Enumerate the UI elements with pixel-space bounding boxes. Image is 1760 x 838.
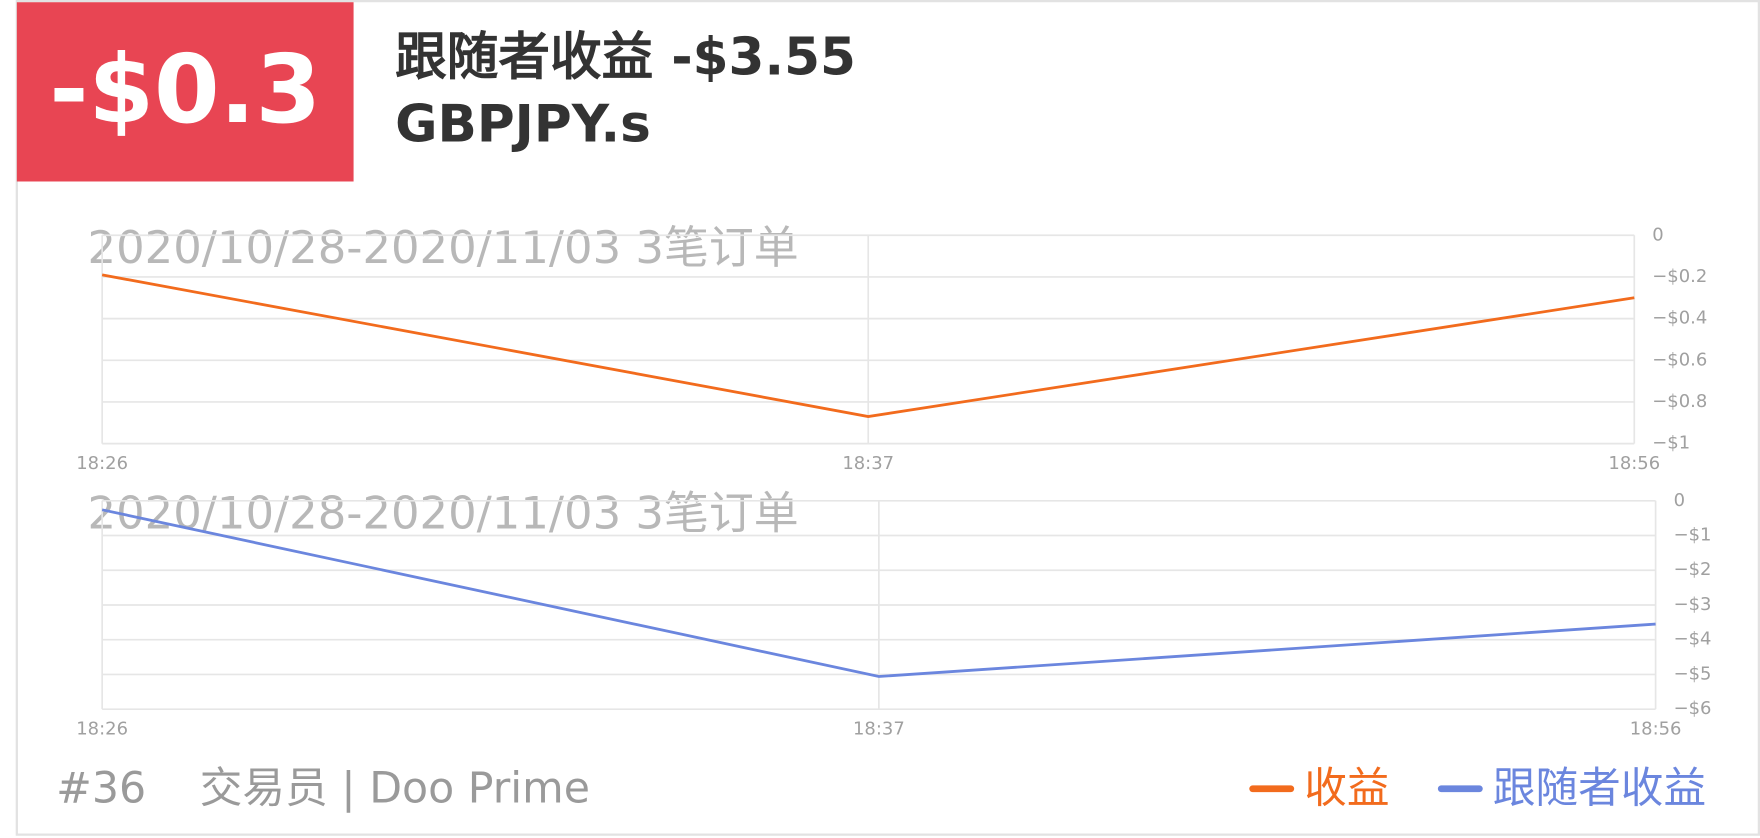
y-tick-label: 0	[1652, 224, 1663, 245]
x-tick-label: 18:56	[1608, 453, 1660, 474]
y-tick-label: −$4	[1674, 629, 1712, 650]
badge-value: -$0.3	[49, 36, 321, 145]
y-tick-label: 0	[1674, 490, 1685, 511]
x-tick-label: 18:37	[853, 718, 905, 739]
y-tick-label: −$0.8	[1652, 391, 1707, 412]
y-tick-label: −$0.2	[1652, 266, 1707, 287]
rank: #36	[56, 763, 146, 813]
y-tick-label: −$5	[1674, 663, 1712, 684]
role: 交易员 | Doo Prime	[200, 763, 590, 813]
x-tick-label: 18:26	[76, 718, 128, 739]
y-tick-label: −$2	[1674, 559, 1712, 580]
y-tick-label: −$1	[1674, 525, 1712, 546]
watermark: 2020/10/28-2020/11/03 3笔订单	[88, 486, 799, 539]
x-tick-label: 18:37	[842, 453, 894, 474]
y-tick-label: −$0.6	[1652, 349, 1707, 370]
line	[101, 508, 1656, 678]
x-tick-label: 18:26	[76, 453, 128, 474]
line	[101, 273, 1635, 418]
y-tick-label: −$0.4	[1652, 308, 1707, 329]
y-tick-label: −$3	[1674, 594, 1712, 615]
legend-label: 收益	[1304, 763, 1389, 813]
y-tick-label: −$6	[1674, 698, 1712, 719]
symbol: GBPJPY.s	[395, 95, 651, 155]
y-tick-label: −$1	[1652, 433, 1690, 454]
badge	[16, 2, 354, 182]
watermark: 2020/10/28-2020/11/03 3笔订单	[88, 221, 799, 274]
legend-label: 跟随者收益	[1493, 763, 1706, 813]
x-tick-label: 18:56	[1630, 718, 1682, 739]
title: 跟随者收益 -$3.55	[395, 28, 856, 88]
